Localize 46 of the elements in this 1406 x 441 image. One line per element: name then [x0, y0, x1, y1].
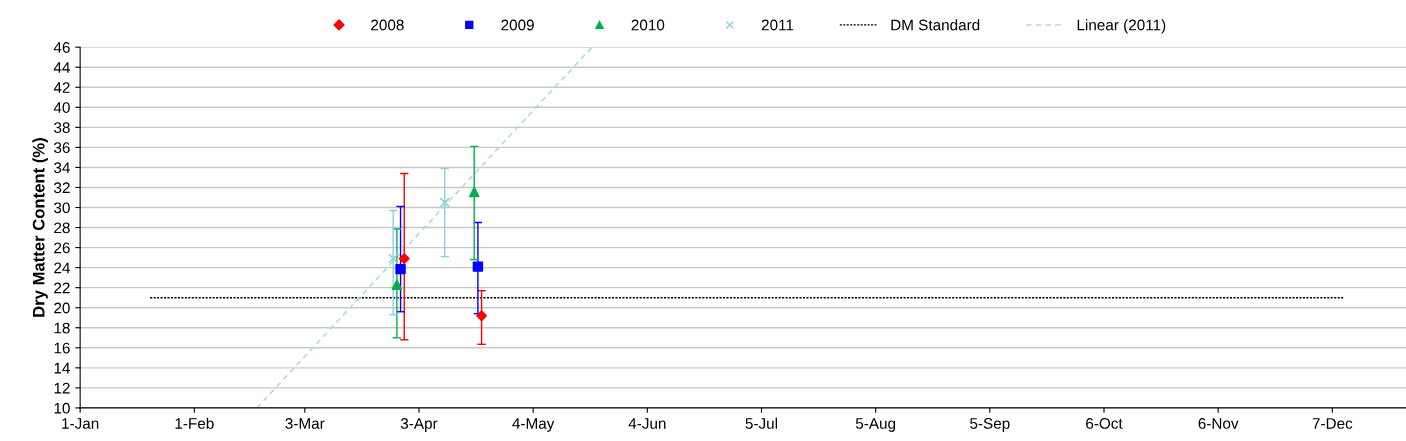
- y-tick-label: 30: [54, 202, 70, 214]
- y-axis-title: Dry Matter Content (%): [32, 138, 48, 317]
- point: [439, 197, 450, 208]
- y-tick-label: 18: [54, 322, 70, 334]
- y-tick-label: 26: [54, 242, 70, 254]
- y-tick-label: 36: [54, 142, 70, 154]
- point: [472, 261, 484, 272]
- x-tick-label: 4-May: [512, 418, 555, 432]
- point: [476, 310, 488, 322]
- x-tick-label: 5-Aug: [855, 418, 896, 432]
- y-tick-label: 38: [54, 122, 70, 134]
- x-tick-label: 6-Oct: [1086, 418, 1123, 429]
- y-tick-label: 40: [53, 102, 70, 113]
- legend-label: 2009: [501, 19, 534, 31]
- x-tick-label: 1-Feb: [175, 417, 214, 429]
- x-tick-label: 3-Apr: [400, 418, 438, 432]
- y-tick-label: 24: [54, 262, 70, 274]
- point: [398, 253, 410, 265]
- y-tick-label: 16: [54, 342, 70, 354]
- y-tick-label: 10: [54, 402, 70, 414]
- point: [468, 186, 480, 198]
- x-tick-label: 5-Jul: [745, 417, 778, 429]
- x-tick-label: 4-Jun: [628, 418, 666, 429]
- legend-label: 2011: [761, 19, 794, 31]
- legend-label: 2010: [631, 19, 665, 31]
- legend-label: Linear (2011): [1077, 19, 1166, 34]
- point: [395, 263, 406, 275]
- legend-label: 2008: [371, 19, 404, 31]
- y-tick-label: 22: [54, 282, 70, 294]
- y-tick-label: 46: [53, 42, 70, 53]
- legend-label: DM Standard: [891, 19, 980, 31]
- y-tick-label: 20: [54, 302, 70, 314]
- x-tick-label: 7-Dec: [1312, 418, 1353, 429]
- y-tick-label: 12: [54, 382, 70, 394]
- y-tick-label: 14: [54, 362, 70, 374]
- x-tick-label: 6-Nov: [1198, 418, 1239, 429]
- y-tick-label: 32: [54, 182, 70, 194]
- point: [387, 253, 399, 264]
- y-tick-label: 28: [54, 222, 70, 234]
- x-tick-label: 5-Sep: [970, 418, 1010, 432]
- y-tick-label: 44: [53, 62, 70, 73]
- y-tick-label: 42: [53, 82, 70, 93]
- x-tick-label: 3-Mar: [285, 418, 325, 429]
- y-tick-label: 34: [54, 162, 70, 174]
- point: [391, 279, 403, 290]
- x-tick-label: 1-Jan: [62, 418, 99, 429]
